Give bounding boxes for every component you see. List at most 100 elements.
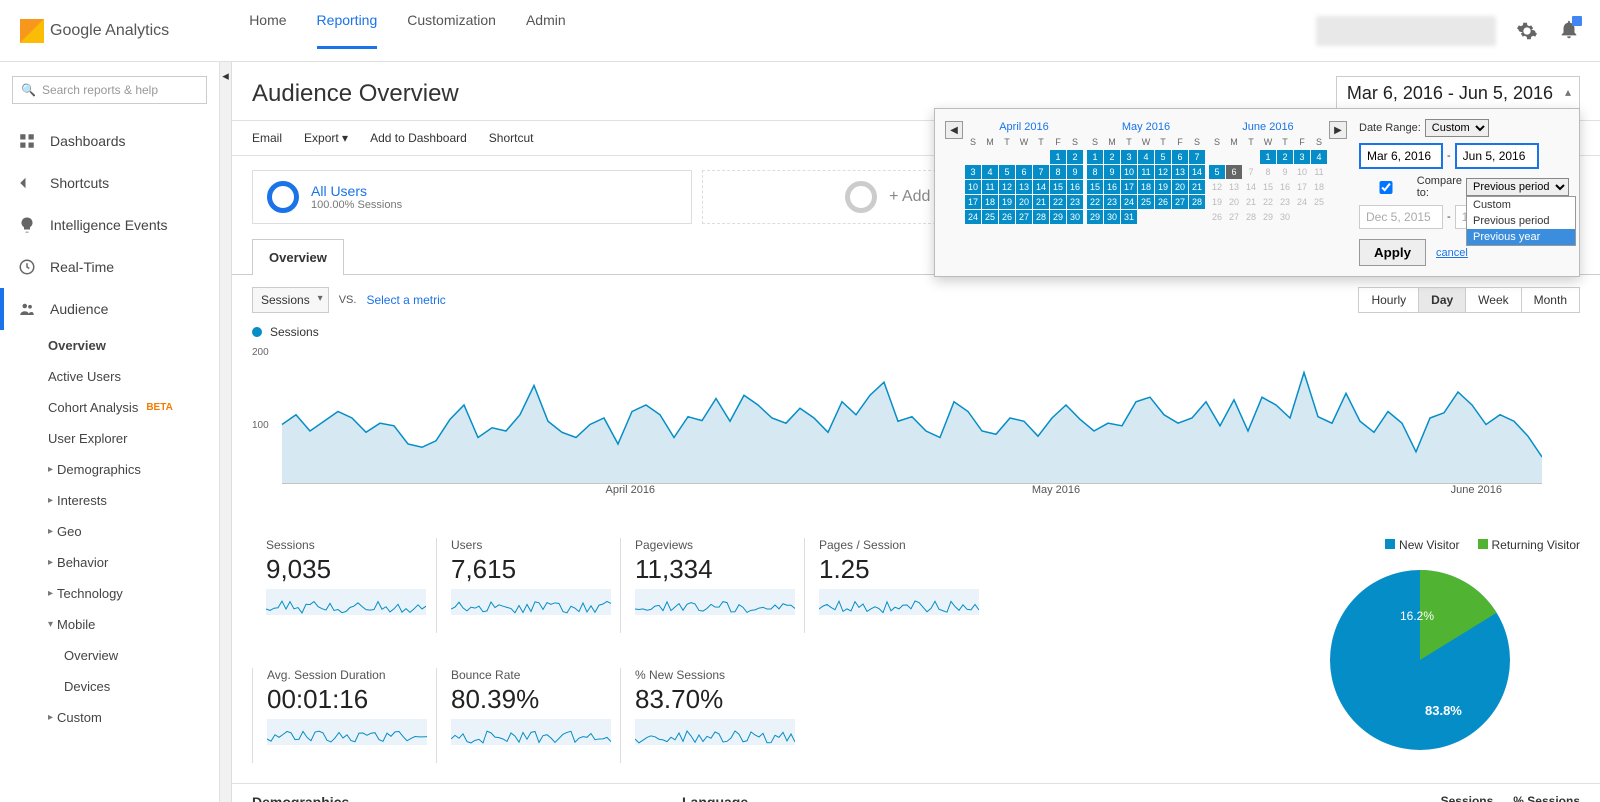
cal-day[interactable]: 31 — [1121, 210, 1137, 224]
cal-day[interactable]: 6 — [1226, 165, 1242, 179]
cal-day[interactable]: 9 — [1277, 165, 1293, 179]
metric-sessions[interactable]: Sessions9,035 — [252, 538, 436, 633]
segment-all-users[interactable]: All Users 100.00% Sessions — [252, 170, 692, 224]
cal-day[interactable]: 28 — [1189, 195, 1205, 209]
cal-day[interactable]: 22 — [1087, 195, 1103, 209]
sub-cohort[interactable]: Cohort AnalysisBETA — [48, 392, 219, 423]
cal-day[interactable]: 13 — [1226, 180, 1242, 194]
account-selector[interactable] — [1316, 16, 1496, 46]
cal-day[interactable]: 12 — [999, 180, 1015, 194]
cal-day[interactable]: 27 — [1016, 210, 1032, 224]
cal-day[interactable]: 4 — [1138, 150, 1154, 164]
compare-from-input[interactable] — [1359, 205, 1443, 229]
cal-day[interactable]: 11 — [1311, 165, 1327, 179]
cal-day[interactable]: 18 — [982, 195, 998, 209]
metric-pageviews[interactable]: Pageviews11,334 — [620, 538, 804, 633]
metric--new-sessions[interactable]: % New Sessions83.70% — [620, 668, 804, 763]
cal-day[interactable]: 6 — [1172, 150, 1188, 164]
cal-day[interactable]: 30 — [1067, 210, 1083, 224]
cal-day[interactable]: 7 — [1033, 165, 1049, 179]
compare-opt-prev-period[interactable]: Previous period — [1467, 213, 1575, 229]
metric-pages-session[interactable]: Pages / Session1.25 — [804, 538, 988, 633]
cal-day[interactable]: 26 — [1209, 210, 1225, 224]
metric-users[interactable]: Users7,615 — [436, 538, 620, 633]
cal-day[interactable]: 11 — [982, 180, 998, 194]
cal-day[interactable]: 26 — [1155, 195, 1171, 209]
cal-day[interactable]: 1 — [1260, 150, 1276, 164]
cal-day[interactable]: 29 — [1260, 210, 1276, 224]
nav-admin[interactable]: Admin — [526, 12, 566, 49]
metric-avg-session-duration[interactable]: Avg. Session Duration00:01:16 — [252, 668, 436, 763]
cal-day[interactable]: 2 — [1067, 150, 1083, 164]
cal-day[interactable]: 10 — [1121, 165, 1137, 179]
gear-icon[interactable] — [1516, 20, 1538, 42]
sub-interests[interactable]: ▸Interests — [48, 485, 219, 516]
cal-day[interactable]: 30 — [1104, 210, 1120, 224]
select-secondary-metric[interactable]: Select a metric — [366, 293, 445, 307]
tab-overview[interactable]: Overview — [252, 239, 344, 275]
primary-metric-select[interactable]: Sessions — [252, 287, 329, 313]
sub-active-users[interactable]: Active Users — [48, 361, 219, 392]
cal-day[interactable]: 5 — [999, 165, 1015, 179]
cal-day[interactable]: 23 — [1277, 195, 1293, 209]
sub-demographics[interactable]: ▸Demographics — [48, 454, 219, 485]
cal-day[interactable]: 10 — [1294, 165, 1310, 179]
cal-day[interactable]: 14 — [1033, 180, 1049, 194]
sub-mobile-devices[interactable]: Devices — [64, 671, 219, 702]
cal-day[interactable]: 20 — [1016, 195, 1032, 209]
gran-week[interactable]: Week — [1465, 288, 1520, 312]
cal-day[interactable]: 27 — [1172, 195, 1188, 209]
nav-customization[interactable]: Customization — [407, 12, 496, 49]
gran-month[interactable]: Month — [1521, 288, 1579, 312]
gran-day[interactable]: Day — [1418, 288, 1465, 312]
cal-day[interactable]: 17 — [965, 195, 981, 209]
cal-day[interactable]: 4 — [982, 165, 998, 179]
cal-day[interactable]: 4 — [1311, 150, 1327, 164]
cal-day[interactable]: 22 — [1260, 195, 1276, 209]
cal-day[interactable]: 23 — [1067, 195, 1083, 209]
cal-day[interactable]: 5 — [1209, 165, 1225, 179]
cal-day[interactable]: 17 — [1294, 180, 1310, 194]
cal-day[interactable]: 12 — [1155, 165, 1171, 179]
cal-day[interactable]: 14 — [1189, 165, 1205, 179]
cal-next-icon[interactable]: ▶ — [1329, 121, 1347, 139]
sub-mobile[interactable]: ▾Mobile — [48, 609, 219, 640]
cal-day[interactable]: 14 — [1243, 180, 1259, 194]
cal-day[interactable]: 27 — [1226, 210, 1242, 224]
cal-day[interactable]: 15 — [1050, 180, 1066, 194]
sidebar-item-audience[interactable]: Audience — [0, 288, 219, 330]
cal-day[interactable]: 19 — [999, 195, 1015, 209]
cal-day[interactable]: 25 — [1138, 195, 1154, 209]
cal-day[interactable]: 20 — [1172, 180, 1188, 194]
cal-day[interactable]: 25 — [982, 210, 998, 224]
cal-day[interactable]: 25 — [1311, 195, 1327, 209]
export-button[interactable]: Export ▾ — [304, 131, 348, 145]
cal-day[interactable]: 9 — [1104, 165, 1120, 179]
cal-day[interactable]: 29 — [1050, 210, 1066, 224]
cal-day[interactable]: 6 — [1016, 165, 1032, 179]
notifications-icon[interactable] — [1558, 18, 1580, 43]
cal-day[interactable]: 3 — [965, 165, 981, 179]
cal-day[interactable]: 3 — [1121, 150, 1137, 164]
compare-opt-custom[interactable]: Custom — [1467, 197, 1575, 213]
cal-day[interactable]: 2 — [1104, 150, 1120, 164]
nav-home[interactable]: Home — [249, 12, 286, 49]
cal-day[interactable]: 12 — [1209, 180, 1225, 194]
compare-opt-prev-year[interactable]: Previous year — [1467, 229, 1575, 245]
cal-day[interactable]: 28 — [1033, 210, 1049, 224]
cal-day[interactable]: 17 — [1121, 180, 1137, 194]
cal-day[interactable]: 22 — [1050, 195, 1066, 209]
cal-day[interactable]: 19 — [1155, 180, 1171, 194]
cal-prev-icon[interactable]: ◀ — [945, 121, 963, 139]
apply-button[interactable]: Apply — [1359, 239, 1426, 266]
cal-day[interactable]: 24 — [1294, 195, 1310, 209]
cal-day[interactable]: 24 — [1121, 195, 1137, 209]
cal-day[interactable]: 20 — [1226, 195, 1242, 209]
cal-day[interactable]: 21 — [1243, 195, 1259, 209]
sub-mobile-overview[interactable]: Overview — [64, 640, 219, 671]
cal-day[interactable]: 10 — [965, 180, 981, 194]
sidebar-item-shortcuts[interactable]: Shortcuts — [0, 162, 219, 204]
cal-day[interactable]: 8 — [1050, 165, 1066, 179]
sidebar-item-dashboards[interactable]: Dashboards — [0, 120, 219, 162]
sub-custom[interactable]: ▸Custom — [48, 702, 219, 733]
